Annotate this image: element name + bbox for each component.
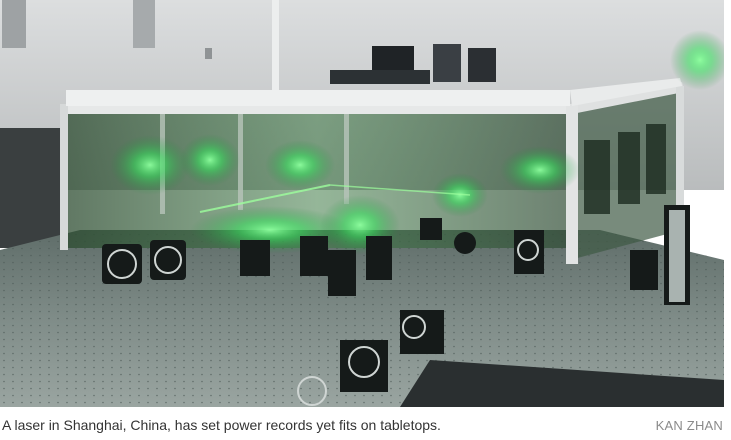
enclosure-roof-side — [570, 78, 682, 106]
enclosure-post — [676, 86, 684, 234]
wall-panel — [133, 0, 155, 48]
laser-glow — [110, 135, 190, 195]
lens-rings — [107, 239, 539, 406]
instrument-shelf — [330, 70, 430, 84]
wall-panel — [2, 0, 26, 48]
monitor — [433, 44, 461, 82]
laser-beam — [199, 184, 331, 213]
laser-beam — [329, 184, 471, 196]
caption-row: A laser in Shanghai, China, has set powe… — [0, 410, 731, 440]
post-holder — [669, 210, 685, 302]
enclosure-roof — [66, 90, 570, 106]
side-window — [646, 124, 666, 194]
side-window — [618, 132, 640, 204]
enclosure-top-rail — [60, 104, 572, 114]
table-edge — [400, 360, 724, 407]
wall-pipe — [272, 0, 279, 100]
monitor — [468, 48, 496, 82]
laser-glow — [500, 146, 580, 194]
enclosure-post — [60, 104, 68, 250]
wall-switch — [205, 48, 212, 59]
photo-caption: A laser in Shanghai, China, has set powe… — [2, 417, 441, 433]
laser-glow — [180, 134, 240, 186]
laser-glow — [265, 140, 335, 190]
enclosure-post — [344, 114, 349, 204]
enclosure-post — [238, 114, 243, 210]
instrument-box — [372, 46, 414, 72]
cabinet — [0, 128, 64, 248]
side-window — [584, 140, 610, 214]
laser-lab-photo — [0, 0, 724, 407]
photo-credit: KAN ZHAN — [655, 418, 723, 433]
laser-glow — [670, 30, 724, 90]
